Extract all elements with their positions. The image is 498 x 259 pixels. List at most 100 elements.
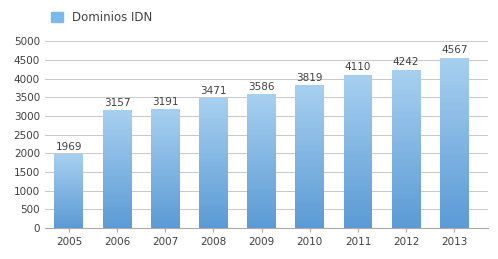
Bar (247, 204, 276, 206)
Bar (295, 134, 324, 137)
Bar (392, 152, 421, 155)
Bar (344, 127, 373, 130)
Bar (392, 79, 421, 82)
Bar (392, 161, 421, 165)
Bar (344, 182, 373, 185)
Bar (392, 85, 421, 89)
Bar (344, 213, 373, 216)
Bar (440, 122, 469, 126)
Bar (440, 109, 469, 112)
Bar (151, 192, 180, 195)
Bar (295, 137, 324, 140)
Bar (54, 197, 83, 199)
Bar (440, 102, 469, 105)
Bar (103, 219, 131, 221)
Bar (54, 193, 83, 194)
Bar (440, 174, 469, 177)
Bar (392, 114, 421, 117)
Bar (103, 148, 131, 150)
Bar (344, 219, 373, 222)
Bar (295, 97, 324, 100)
Bar (54, 218, 83, 219)
Bar (54, 188, 83, 190)
Bar (440, 214, 469, 218)
Bar (151, 221, 180, 223)
Bar (103, 226, 131, 228)
Bar (344, 206, 373, 210)
Bar (151, 176, 180, 178)
Bar (103, 178, 131, 181)
Bar (151, 152, 180, 154)
Bar (199, 153, 228, 155)
Bar (344, 167, 373, 170)
Bar (151, 126, 180, 128)
Bar (247, 137, 276, 140)
Bar (199, 168, 228, 171)
Bar (199, 186, 228, 189)
Bar (247, 182, 276, 185)
Bar (151, 183, 180, 185)
Bar (295, 174, 324, 177)
Bar (54, 157, 83, 159)
Bar (344, 188, 373, 191)
Bar (103, 129, 131, 131)
Bar (151, 216, 180, 218)
Bar (295, 142, 324, 145)
Bar (440, 180, 469, 184)
Bar (54, 222, 83, 224)
Bar (247, 142, 276, 145)
Bar (440, 112, 469, 116)
Bar (392, 108, 421, 111)
Bar (199, 202, 228, 205)
Bar (392, 124, 421, 127)
Bar (199, 181, 228, 184)
Bar (440, 163, 469, 167)
Bar (199, 166, 228, 168)
Bar (54, 224, 83, 225)
Bar (247, 222, 276, 225)
Bar (440, 57, 469, 61)
Bar (392, 92, 421, 95)
Bar (199, 130, 228, 132)
Bar (54, 185, 83, 187)
Bar (344, 99, 373, 102)
Bar (103, 153, 131, 155)
Bar (440, 146, 469, 149)
Bar (103, 131, 131, 134)
Bar (151, 226, 180, 228)
Bar (199, 192, 228, 194)
Bar (199, 205, 228, 207)
Bar (151, 180, 180, 183)
Bar (295, 120, 324, 123)
Bar (295, 111, 324, 114)
Bar (247, 140, 276, 142)
Bar (392, 222, 421, 225)
Bar (440, 71, 469, 75)
Bar (151, 218, 180, 221)
Bar (295, 123, 324, 125)
Bar (103, 193, 131, 195)
Bar (440, 78, 469, 81)
Bar (392, 212, 421, 215)
Text: 4567: 4567 (441, 45, 468, 55)
Bar (344, 136, 373, 139)
Bar (344, 114, 373, 118)
Bar (151, 171, 180, 173)
Bar (295, 114, 324, 117)
Bar (440, 92, 469, 95)
Bar (199, 161, 228, 163)
Bar (392, 177, 421, 181)
Bar (344, 118, 373, 121)
Bar (54, 202, 83, 203)
Bar (54, 196, 83, 197)
Bar (151, 204, 180, 206)
Bar (344, 154, 373, 157)
Bar (54, 168, 83, 169)
Bar (199, 137, 228, 140)
Bar (247, 161, 276, 164)
Bar (199, 207, 228, 210)
Bar (440, 194, 469, 197)
Bar (344, 185, 373, 188)
Bar (247, 166, 276, 169)
Bar (440, 184, 469, 187)
